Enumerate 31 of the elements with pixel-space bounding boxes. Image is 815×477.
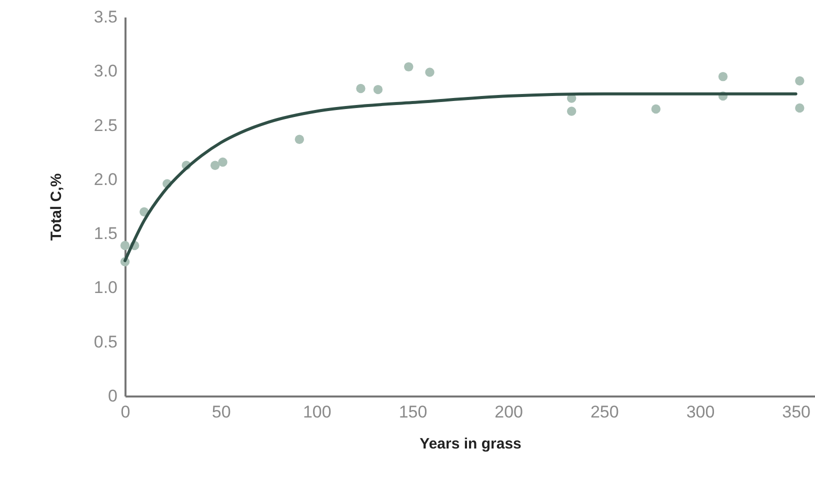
point [425,68,434,77]
y-tick-label: 3.5 [94,8,118,26]
point [566,106,576,116]
point [218,158,228,167]
point [404,62,414,72]
y-tick-label: 2.5 [94,116,118,135]
x-tick-label: 0 [120,402,130,422]
y-tick-label: 1.5 [94,224,118,244]
point [210,160,220,170]
point [795,76,804,86]
y-tick-label: 1.0 [94,278,118,298]
x-tick-label: 150 [398,402,428,422]
point [795,103,804,113]
x-axis-title: Years in grass [420,436,522,452]
point [651,104,661,114]
point [294,134,304,144]
point [120,240,130,250]
x-tick-label: 100 [302,402,332,422]
x-tick-label: 300 [686,402,715,422]
point [356,84,366,94]
x-tick-label: 350 [782,402,811,422]
y-axis-title: Total C,% [48,173,65,241]
point [373,84,383,94]
x-tick-label: 200 [494,402,524,422]
x-tick-label: 50 [212,402,231,422]
y-tick-label: 2.0 [94,170,118,189]
x-tick-label: 250 [590,402,619,422]
point [718,72,728,82]
y-tick-label: 3.0 [94,62,118,81]
y-tick-label: 0 [108,386,118,406]
y-tick-label: 0.5 [94,332,118,352]
